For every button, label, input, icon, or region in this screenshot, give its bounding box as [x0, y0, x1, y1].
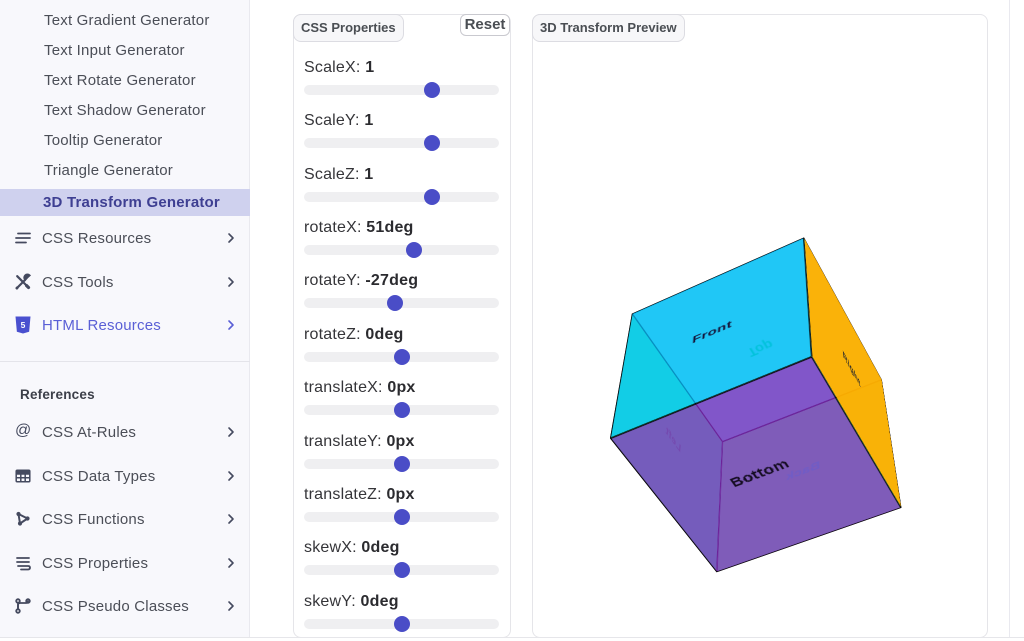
- svg-text:5: 5: [21, 320, 26, 330]
